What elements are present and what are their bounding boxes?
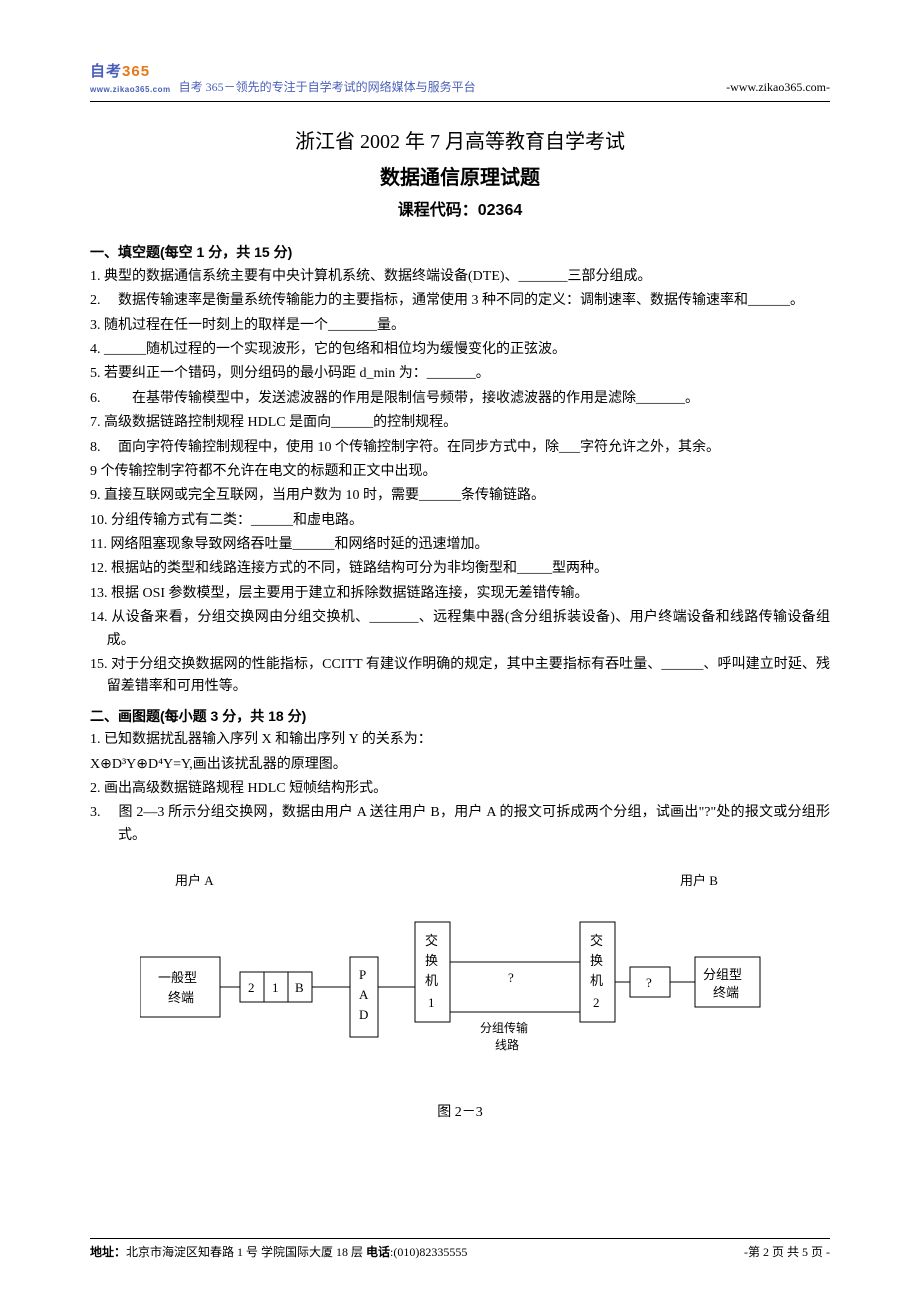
- title-line-2: 数据通信原理试题: [90, 162, 830, 194]
- logo-cn: 自考: [90, 63, 122, 80]
- figure-caption: 图 2－3: [90, 1102, 830, 1124]
- section-2-list: 1. 已知数据扰乱器输入序列 X 和输出序列 Y 的关系为： X⊕D³Y⊕D⁴Y…: [90, 729, 830, 847]
- switch-2-t3: 机: [590, 973, 603, 988]
- switch-1-t4: 1: [428, 995, 435, 1010]
- terminal-general-text2: 终端: [168, 990, 194, 1005]
- cell-2-text: 2: [248, 980, 255, 995]
- q1-4: 4. ______随机过程的一个实现波形，它的包络和相位均为缓慢变化的正弦波。: [90, 339, 830, 361]
- switch-1-t2: 换: [425, 953, 438, 968]
- switch-2-t2: 换: [590, 953, 603, 968]
- footer-left: 地址：北京市海淀区知春路 1 号 学院国际大厦 18 层 电话:(010)823…: [90, 1243, 467, 1262]
- q2-1: 1. 已知数据扰乱器输入序列 X 和输出序列 Y 的关系为：: [90, 729, 830, 751]
- q1-8: 8. 面向字符传输控制规程中，使用 10 个传输控制字符。在同步方式中，除___…: [90, 437, 830, 459]
- line-label-2: 线路: [495, 1037, 519, 1052]
- q2-3: 3. 图 2—3 所示分组交换网，数据由用户 A 送往用户 B，用户 A 的报文…: [90, 802, 830, 847]
- pad-text-a: A: [359, 987, 369, 1002]
- switch-1-t1: 交: [425, 933, 438, 948]
- footer-address: 北京市海淀区知春路 1 号 学院国际大厦 18 层: [126, 1245, 366, 1259]
- logo-url: www.zikao365.com: [90, 84, 171, 97]
- q1-12: 12. 根据站的类型和线路连接方式的不同，链路结构可分为非均衡型和_____型两…: [90, 558, 830, 580]
- figure-2-3: .box { fill: none; stroke: #000; stroke-…: [90, 867, 830, 1124]
- section-2: 二、画图题(每小题 3 分，共 18 分) 1. 已知数据扰乱器输入序列 X 和…: [90, 705, 830, 847]
- q1-2: 2. 数据传输速率是衡量系统传输能力的主要指标，通常使用 3 种不同的定义：调制…: [90, 290, 830, 312]
- q1-8b: 9 个传输控制字符都不允许在电文的标题和正文中出现。: [90, 461, 830, 483]
- header-tagline: 自考 365－领先的专注于自学考试的网络媒体与服务平台: [179, 78, 727, 97]
- logo-text: 自考365: [90, 60, 150, 84]
- q1-1: 1. 典型的数据通信系统主要有中央计算机系统、数据终端设备(DTE)、_____…: [90, 266, 830, 288]
- diagram-svg: .box { fill: none; stroke: #000; stroke-…: [140, 867, 780, 1087]
- q2-2: 2. 画出高级数据链路规程 HDLC 短帧结构形式。: [90, 778, 830, 800]
- terminal-packet-t1: 分组型: [703, 967, 742, 982]
- q2-1b: X⊕D³Y⊕D⁴Y=Y,画出该扰乱器的原理图。: [90, 754, 830, 776]
- terminal-general-text1: 一般型: [158, 970, 197, 985]
- q2-text: ?: [646, 975, 652, 990]
- label-user-b: 用户 B: [680, 873, 718, 888]
- cell-b-text: B: [295, 980, 304, 995]
- q1-5: 5. 若要纠正一个错码，则分组码的最小码距 d_min 为：_______。: [90, 363, 830, 385]
- switch-2-t1: 交: [590, 933, 603, 948]
- q1-14: 14. 从设备来看，分组交换网由分组交换机、_______、远程集中器(含分组拆…: [90, 607, 830, 652]
- terminal-packet-t2: 终端: [713, 985, 739, 1000]
- pad-text-p: P: [359, 967, 366, 982]
- q1-7: 7. 高级数据链路控制规程 HDLC 是面向______的控制规程。: [90, 412, 830, 434]
- title-line-3: 课程代码：02364: [90, 198, 830, 224]
- header-site: -www.zikao365.com-: [726, 78, 830, 97]
- line-label-1: 分组传输: [480, 1020, 528, 1035]
- q1-11: 11. 网络阻塞现象导致网络吞吐量______和网络时延的迅速增加。: [90, 534, 830, 556]
- title-line-1: 浙江省 2002 年 7 月高等教育自学考试: [90, 126, 830, 158]
- page-footer: 地址：北京市海淀区知春路 1 号 学院国际大厦 18 层 电话:(010)823…: [90, 1238, 830, 1262]
- q1-3: 3. 随机过程在任一时刻上的取样是一个_______量。: [90, 315, 830, 337]
- logo-number: 365: [122, 63, 150, 80]
- cell-1-text: 1: [272, 980, 279, 995]
- terminal-general-box: [140, 957, 220, 1017]
- switch-1-t3: 机: [425, 973, 438, 988]
- footer-page: -第 2 页 共 5 页 -: [744, 1243, 830, 1262]
- footer-address-label: 地址：: [90, 1245, 126, 1259]
- q1-10: 10. 分组传输方式有二类：______和虚电路。: [90, 510, 830, 532]
- section-1-list: 1. 典型的数据通信系统主要有中央计算机系统、数据终端设备(DTE)、_____…: [90, 266, 830, 699]
- site-logo: 自考365 www.zikao365.com: [90, 60, 171, 97]
- q1-text: ?: [508, 970, 514, 985]
- footer-phone: :(010)82335555: [390, 1245, 467, 1259]
- pad-text-d: D: [359, 1007, 368, 1022]
- q1-15: 15. 对于分组交换数据网的性能指标，CCITT 有建议作明确的规定，其中主要指…: [90, 654, 830, 699]
- section-1-heading: 一、填空题(每空 1 分，共 15 分): [90, 241, 830, 263]
- q1-9: 9. 直接互联网或完全互联网，当用户数为 10 时，需要______条传输链路。: [90, 485, 830, 507]
- label-user-a: 用户 A: [175, 873, 214, 888]
- switch-2-t4: 2: [593, 995, 600, 1010]
- section-1: 一、填空题(每空 1 分，共 15 分) 1. 典型的数据通信系统主要有中央计算…: [90, 241, 830, 698]
- section-2-heading: 二、画图题(每小题 3 分，共 18 分): [90, 705, 830, 727]
- document-title: 浙江省 2002 年 7 月高等教育自学考试 数据通信原理试题 课程代码：023…: [90, 126, 830, 224]
- transmission-box: [450, 962, 580, 1012]
- footer-phone-label: 电话: [366, 1245, 390, 1259]
- q1-13: 13. 根据 OSI 参数模型，层主要用于建立和拆除数据链路连接，实现无差错传输…: [90, 583, 830, 605]
- q1-6: 6. 在基带传输模型中，发送滤波器的作用是限制信号频带，接收滤波器的作用是滤除_…: [90, 388, 830, 410]
- page-header: 自考365 www.zikao365.com 自考 365－领先的专注于自学考试…: [90, 60, 830, 102]
